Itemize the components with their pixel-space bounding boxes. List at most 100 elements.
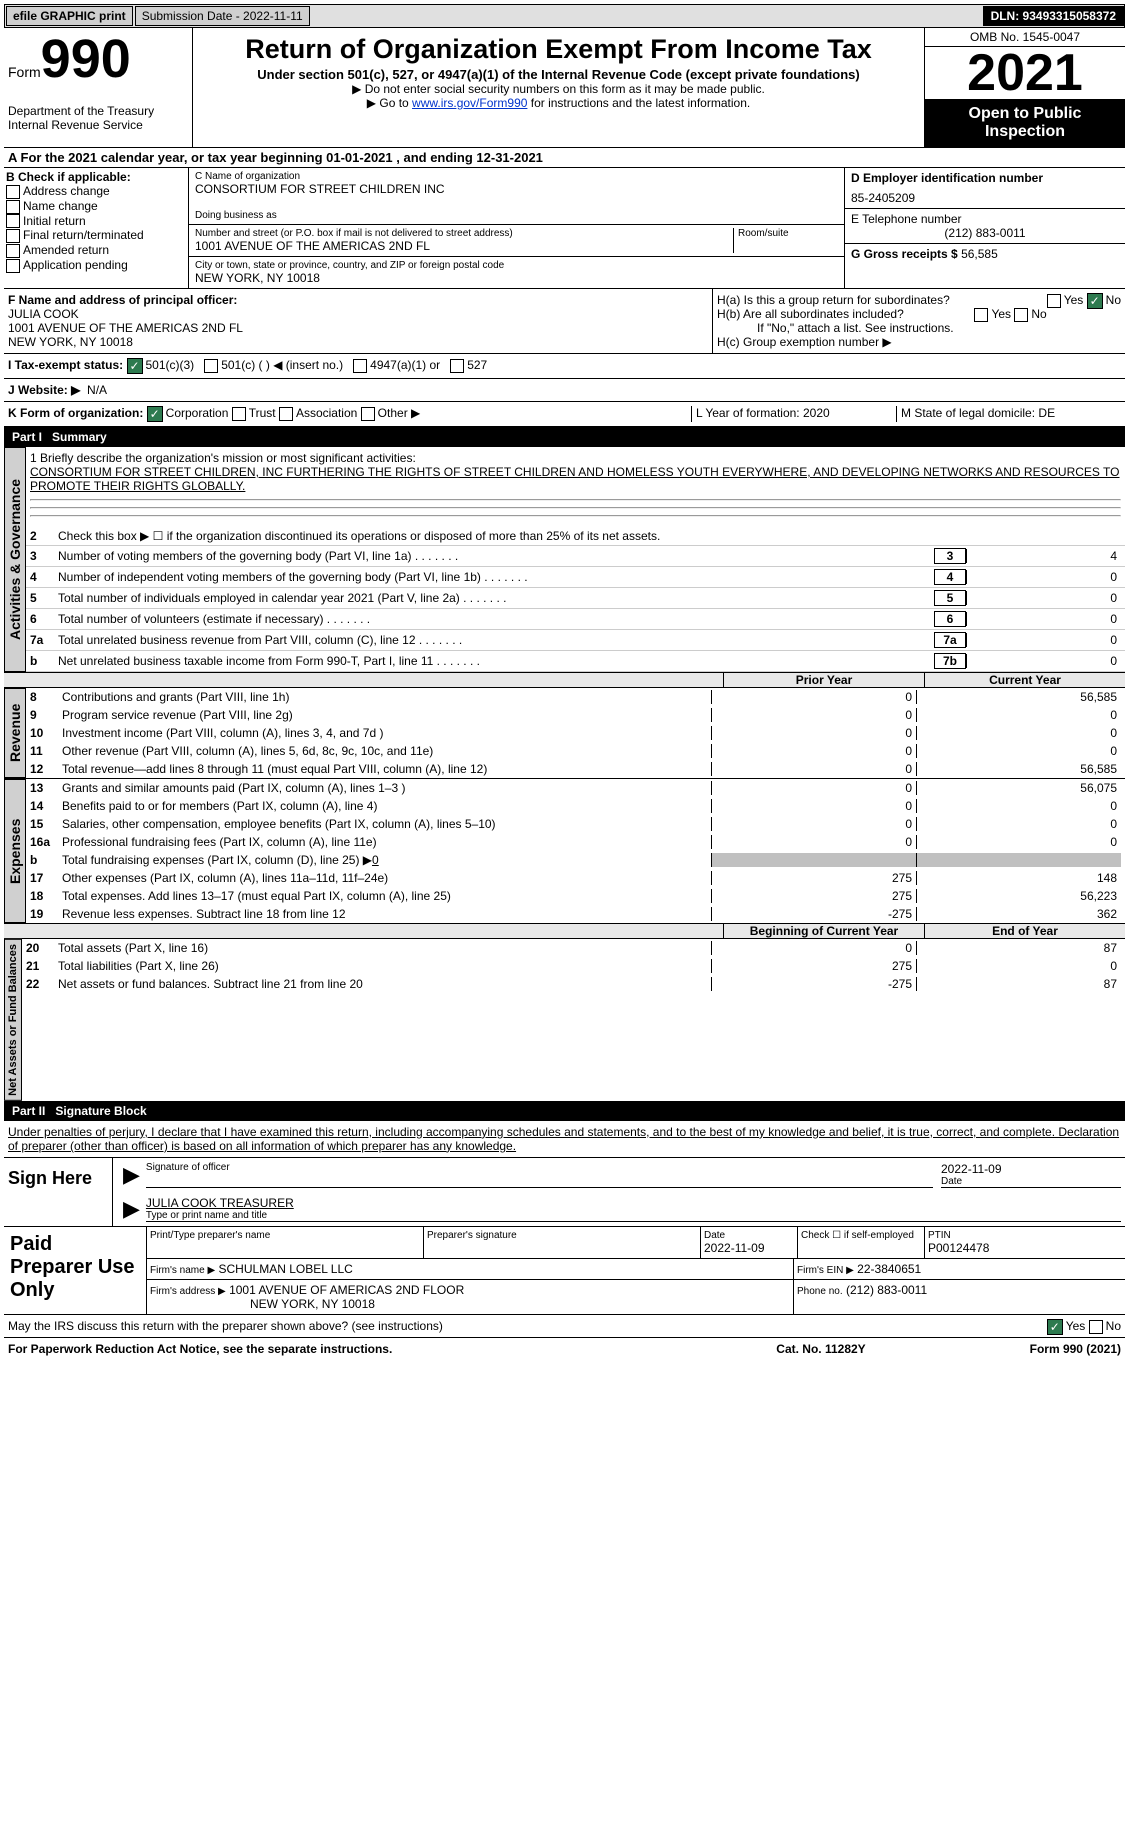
box-f: F Name and address of principal officer:… <box>4 289 713 353</box>
part2-title: Signature Block <box>55 1104 146 1118</box>
prior-year-col: Prior Year <box>723 673 924 687</box>
prep-row3: Firm's address ▶ 1001 AVENUE OF AMERICAS… <box>147 1280 1125 1314</box>
line21: 21Total liabilities (Part X, line 26)275… <box>22 957 1125 975</box>
officer-name: JULIA COOK <box>8 307 708 321</box>
line11: 11Other revenue (Part VIII, column (A), … <box>26 742 1125 760</box>
header-sub1: Under section 501(c), 527, or 4947(a)(1)… <box>197 67 920 82</box>
cb-527[interactable] <box>450 359 464 373</box>
city-value: NEW YORK, NY 10018 <box>195 271 838 285</box>
hb-note: If "No," attach a list. See instructions… <box>717 321 1121 335</box>
gross-receipts-label: G Gross receipts $ <box>851 247 958 261</box>
line17: 17Other expenses (Part IX, column (A), l… <box>26 869 1125 887</box>
line22: 22Net assets or fund balances. Subtract … <box>22 975 1125 993</box>
part2-num: Part II <box>12 1104 45 1118</box>
sub3-prefix: ▶ Go to <box>367 96 412 110</box>
cb-501c[interactable] <box>204 359 218 373</box>
form-title: Return of Organization Exempt From Incom… <box>199 34 918 65</box>
box-c: C Name of organization CONSORTIUM FOR ST… <box>189 168 844 288</box>
perjury-text: Under penalties of perjury, I declare th… <box>4 1121 1125 1157</box>
sub3-suffix: for instructions and the latest informat… <box>527 96 750 110</box>
sign-date-field: 2022-11-09Date <box>941 1162 1121 1188</box>
cb-corp[interactable]: ✓ <box>147 406 163 422</box>
cb-initial-return[interactable]: Initial return <box>6 214 186 229</box>
org-name: CONSORTIUM FOR STREET CHILDREN INC <box>195 182 838 196</box>
expenses-section: Expenses 13Grants and similar amounts pa… <box>4 778 1125 923</box>
revenue-header-row: Prior Year Current Year <box>4 672 1125 688</box>
cb-4947[interactable] <box>353 359 367 373</box>
dept-treasury: Department of the Treasury <box>8 104 188 118</box>
officer-label: F Name and address of principal officer: <box>8 293 708 307</box>
calendar-year-row: A For the 2021 calendar year, or tax yea… <box>4 148 1125 168</box>
prep-row2: Firm's name ▶ SCHULMAN LOBEL LLC Firm's … <box>147 1259 1125 1280</box>
sign-here-label: Sign Here <box>4 1158 112 1226</box>
city-label: City or town, state or province, country… <box>195 260 838 271</box>
top-toolbar: efile GRAPHIC print Submission Date - 20… <box>4 4 1125 28</box>
cb-address-change[interactable]: Address change <box>6 184 186 199</box>
line20: 20Total assets (Part X, line 16)087 <box>22 939 1125 957</box>
ein-label: D Employer identification number <box>851 171 1119 185</box>
footer-cat: Cat. No. 11282Y <box>721 1342 921 1356</box>
officer-city: NEW YORK, NY 10018 <box>8 335 708 349</box>
discuss-row: May the IRS discuss this return with the… <box>4 1315 1125 1338</box>
cb-discuss-no[interactable] <box>1089 1320 1103 1334</box>
year-formation: 2020 <box>803 406 830 420</box>
line8: 8Contributions and grants (Part VIII, li… <box>26 688 1125 706</box>
open-to-public: Open to Public Inspection <box>925 99 1125 147</box>
footer-row: For Paperwork Reduction Act Notice, see … <box>4 1338 1125 1360</box>
phone-label: E Telephone number <box>851 212 1119 226</box>
officer-signature-field[interactable]: Signature of officer <box>146 1162 933 1188</box>
line5: 5Total number of individuals employed in… <box>26 588 1125 609</box>
dln-label: DLN: 93493315058372 <box>983 6 1124 26</box>
sign-here-block: Sign Here ▶ Signature of officer 2022-11… <box>4 1157 1125 1227</box>
line13: 13Grants and similar amounts paid (Part … <box>26 779 1125 797</box>
form-number: 990 <box>41 29 131 89</box>
form-word: Form <box>8 64 41 80</box>
tab-net-assets: Net Assets or Fund Balances <box>4 939 22 1101</box>
arrow-icon: ▶ <box>117 1162 146 1188</box>
officer-typed-name: JULIA COOK TREASURERType or print name a… <box>146 1196 1121 1222</box>
line6: 6Total number of volunteers (estimate if… <box>26 609 1125 630</box>
cb-app-pending[interactable]: Application pending <box>6 258 186 273</box>
cb-assoc[interactable] <box>279 407 293 421</box>
form-header: Form990 Department of the Treasury Inter… <box>4 28 1125 148</box>
current-year-col: Current Year <box>924 673 1125 687</box>
box-j: J Website: ▶ N/A <box>4 379 1125 402</box>
form-page: efile GRAPHIC print Submission Date - 20… <box>0 0 1129 1364</box>
cb-amended-return[interactable]: Amended return <box>6 243 186 258</box>
header-sub2: ▶ Do not enter social security numbers o… <box>197 82 920 96</box>
line12: 12Total revenue—add lines 8 through 11 (… <box>26 760 1125 778</box>
tab-revenue: Revenue <box>4 688 26 778</box>
state-domicile: DE <box>1038 406 1055 420</box>
gross-receipts-value: 56,585 <box>961 247 998 261</box>
officer-addr: 1001 AVENUE OF THE AMERICAS 2ND FL <box>8 321 708 335</box>
submission-date-label: Submission Date - 2022-11-11 <box>135 6 310 26</box>
hc-row: H(c) Group exemption number ▶ <box>717 335 1121 349</box>
line9: 9Program service revenue (Part VIII, lin… <box>26 706 1125 724</box>
part1-num: Part I <box>12 430 42 444</box>
tab-activities-governance: Activities & Governance <box>4 447 26 672</box>
line1-label: 1 Briefly describe the organization's mi… <box>30 451 1121 465</box>
cb-name-change[interactable]: Name change <box>6 199 186 214</box>
box-b-header: B Check if applicable: <box>6 170 186 184</box>
dba-label: Doing business as <box>195 210 838 221</box>
org-name-label: C Name of organization <box>195 171 838 182</box>
cb-trust[interactable] <box>232 407 246 421</box>
cb-discuss-yes[interactable]: ✓ <box>1047 1319 1063 1335</box>
line19: 19Revenue less expenses. Subtract line 1… <box>26 905 1125 923</box>
efile-print-button[interactable]: efile GRAPHIC print <box>6 6 133 26</box>
box-i: I Tax-exempt status: ✓501(c)(3) 501(c) (… <box>4 354 1125 379</box>
ein-value: 85-2405209 <box>851 191 1119 205</box>
box-h: H(a) Is this a group return for subordin… <box>713 289 1125 353</box>
irs-link[interactable]: www.irs.gov/Form990 <box>412 96 527 110</box>
dept-irs: Internal Revenue Service <box>8 118 188 132</box>
netassets-header-row: Beginning of Current Year End of Year <box>4 923 1125 939</box>
activities-governance-section: Activities & Governance 1 Briefly descri… <box>4 447 1125 672</box>
cb-501c3[interactable]: ✓ <box>127 358 143 374</box>
cb-final-return[interactable]: Final return/terminated <box>6 228 186 243</box>
mission-text: CONSORTIUM FOR STREET CHILDREN, INC FURT… <box>30 465 1121 493</box>
cb-other[interactable] <box>361 407 375 421</box>
line16b: bTotal fundraising expenses (Part IX, co… <box>26 851 1125 869</box>
part1-header: Part I Summary <box>4 427 1125 447</box>
beginning-year-col: Beginning of Current Year <box>723 924 924 938</box>
hb-row: H(b) Are all subordinates included? Yes … <box>717 307 1121 321</box>
